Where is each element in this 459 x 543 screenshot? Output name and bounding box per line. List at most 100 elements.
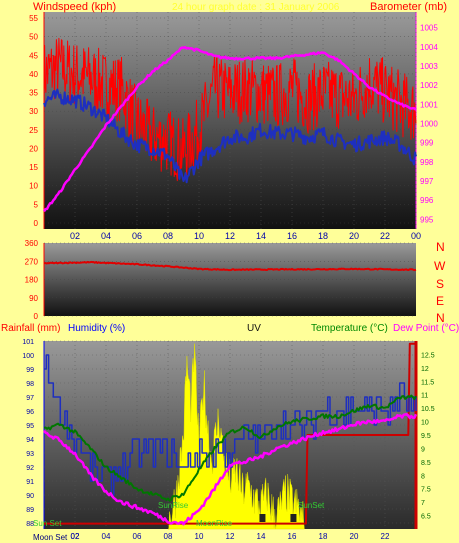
temperature-tick-label: 10 xyxy=(421,420,429,427)
moon-marker xyxy=(259,514,266,522)
windspeed-tick-label: 40 xyxy=(29,70,38,79)
direction-tick-label: 180 xyxy=(25,276,39,285)
hour-tick-label-top: 20 xyxy=(349,231,359,241)
hour-tick-label-top: 10 xyxy=(194,231,204,241)
hour-tick-label-top: 22 xyxy=(380,231,390,241)
windspeed-tick-label: 25 xyxy=(29,126,38,135)
hour-tick-label-top: 16 xyxy=(287,231,297,241)
windspeed-tick-label: 45 xyxy=(29,51,38,60)
temperature-tick-label: 6.5 xyxy=(421,514,431,521)
direction-tick-label: 360 xyxy=(25,239,39,248)
hour-tick-label-bottom: 06 xyxy=(133,532,142,541)
direction-tick-label: 90 xyxy=(29,294,38,303)
temperature-tick-label: 11.5 xyxy=(421,379,434,386)
barometer-tick-label: 1001 xyxy=(420,100,438,109)
hour-tick-label-bottom: 12 xyxy=(226,532,235,541)
humidity-tick-label: 95 xyxy=(26,423,34,430)
hour-tick-label-bottom: 04 xyxy=(102,532,111,541)
hour-tick-label-bottom: 22 xyxy=(381,532,390,541)
temperature-tick-label: 11 xyxy=(421,393,428,400)
windspeed-tick-label: 15 xyxy=(29,163,38,172)
wind-gust-line xyxy=(43,37,417,182)
compass-e: E xyxy=(436,294,444,308)
barometer-tick-label: 1003 xyxy=(420,62,438,71)
windspeed-tick-label: 10 xyxy=(29,182,38,191)
hour-tick-label-top: 14 xyxy=(256,231,266,241)
windspeed-tick-label: 55 xyxy=(29,14,38,23)
chart-date-title: 24 hour graph date : 31 January 2006 xyxy=(172,2,340,13)
barometer-tick-label: 995 xyxy=(420,215,434,224)
humidity-tick-label: 88 xyxy=(26,521,34,528)
hour-tick-label-top: 08 xyxy=(163,231,173,241)
hour-tick-label-bottom: 02 xyxy=(71,532,80,541)
compass-n-bottom: N xyxy=(436,311,445,325)
humidity-axis-label: Humidity (%) xyxy=(68,323,125,334)
humidity-tick-label: 99 xyxy=(26,367,34,374)
windspeed-tick-label: 50 xyxy=(29,33,38,42)
temperature-tick-label: 9.5 xyxy=(421,433,431,440)
barometer-tick-label: 1005 xyxy=(420,24,438,33)
barometer-tick-label: 997 xyxy=(420,177,434,186)
moon-marker xyxy=(290,514,297,522)
windspeed-tick-label: 20 xyxy=(29,144,38,153)
humidity-tick-label: 91 xyxy=(26,479,34,486)
humidity-tick-label: 93 xyxy=(26,451,34,458)
humidity-tick-label: 89 xyxy=(26,507,34,514)
temperature-tick-label: 8 xyxy=(421,473,425,480)
humidity-tick-label: 92 xyxy=(26,465,34,472)
temperature-tick-label: 12 xyxy=(421,366,429,373)
pressure-line xyxy=(42,45,417,213)
dew-point-axis-label: Dew Point (°C) xyxy=(393,323,459,334)
temperature-tick-label: 10.5 xyxy=(421,406,435,413)
humidity-tick-label: 97 xyxy=(26,395,34,402)
barometer-tick-label: 998 xyxy=(420,158,434,167)
compass-s: S xyxy=(436,277,444,291)
windspeed-tick-label: 5 xyxy=(34,200,39,209)
hour-tick-label-bottom: 10 xyxy=(195,532,204,541)
barometer-tick-label: 1004 xyxy=(420,43,438,52)
barometer-tick-label: 1002 xyxy=(420,81,438,90)
windspeed-tick-label: 35 xyxy=(29,89,38,98)
temperature-tick-label: 8.5 xyxy=(421,460,431,467)
windspeed-axis-label: Windspeed (kph) xyxy=(33,1,116,13)
hour-tick-label-top: 06 xyxy=(132,231,142,241)
barometer-axis-label: Barometer (mb) xyxy=(370,1,447,13)
windspeed-tick-label: 0 xyxy=(34,219,39,228)
temperature-axis-label: Temperature (°C) xyxy=(311,323,388,334)
humidity-tick-label: 98 xyxy=(26,381,34,388)
hour-tick-label-top: 18 xyxy=(318,231,328,241)
wind-direction-line xyxy=(43,260,417,272)
humidity-tick-label: 100 xyxy=(22,353,34,360)
windspeed-tick-label: 30 xyxy=(29,107,38,116)
sun-set-label: Sun Set xyxy=(33,519,62,528)
barometer-tick-label: 996 xyxy=(420,196,434,205)
sunrise-label: SunRise xyxy=(158,501,189,510)
hour-tick-label-bottom: 20 xyxy=(350,532,359,541)
barometer-tick-label: 999 xyxy=(420,139,434,148)
hour-tick-label-top: 04 xyxy=(101,231,111,241)
temperature-line xyxy=(43,394,417,502)
sunset-label: SunSet xyxy=(298,501,325,510)
rainfall-axis-label: Rainfall (mm) xyxy=(1,323,60,334)
temperature-tick-label: 9 xyxy=(421,446,425,453)
uv-axis-label: UV xyxy=(247,323,261,334)
hour-tick-label-bottom: 18 xyxy=(319,532,328,541)
humidity-tick-label: 96 xyxy=(26,409,34,416)
hour-tick-label-bottom: 02 xyxy=(71,532,80,541)
compass-w: W xyxy=(434,259,446,273)
barometer-tick-label: 1000 xyxy=(420,120,438,129)
wind-direction-plot-area xyxy=(44,243,416,316)
dew-point-line xyxy=(43,412,418,526)
direction-tick-label: 0 xyxy=(34,312,39,321)
hour-tick-label-bottom: 14 xyxy=(257,532,266,541)
hour-tick-label-top: 12 xyxy=(225,231,235,241)
direction-tick-label: 270 xyxy=(25,257,39,266)
wind-average-line xyxy=(43,88,417,184)
hour-tick-label-top: 00 xyxy=(411,231,421,241)
rainfall-line xyxy=(44,342,416,525)
moonrise-label: MoonRise xyxy=(196,519,233,528)
hour-tick-label-bottom: 08 xyxy=(164,532,173,541)
hour-tick-label-bottom: 16 xyxy=(288,532,297,541)
humidity-tick-label: 101 xyxy=(22,339,34,346)
